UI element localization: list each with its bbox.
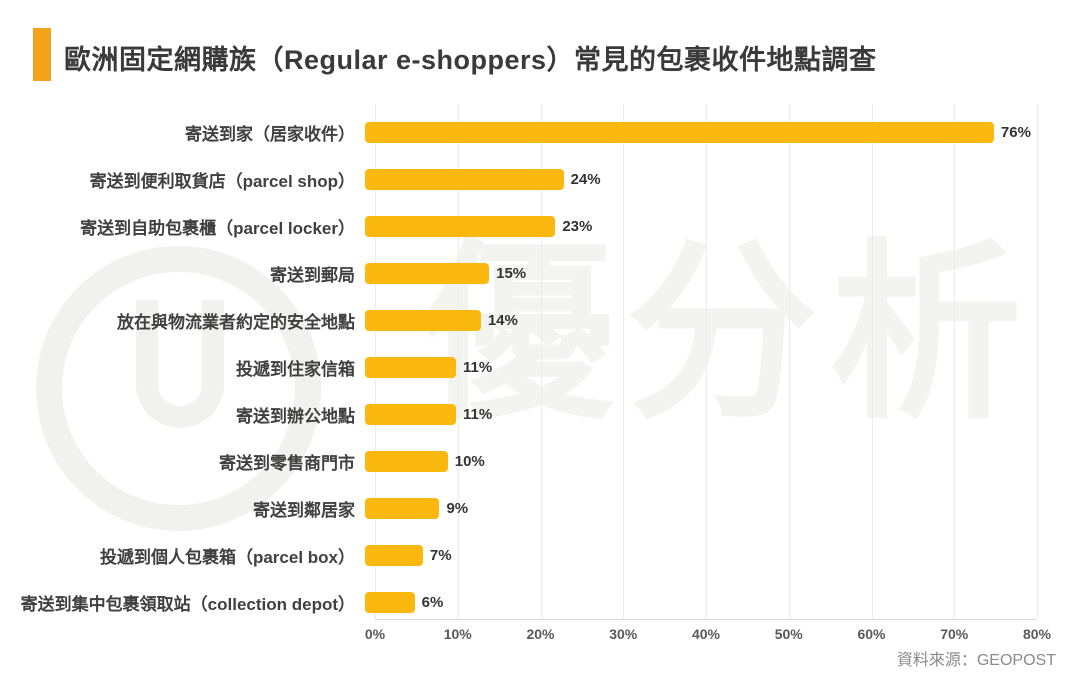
value-label: 9% [446, 500, 469, 517]
bar [365, 592, 415, 613]
category-label: 寄送到鄰居家 [253, 501, 355, 520]
value-label: 11% [463, 406, 493, 423]
bar-row: 寄送到郵局 15% [20, 250, 1070, 297]
category-label: 放在與物流業者約定的安全地點 [117, 313, 355, 332]
category-label: 寄送到郵局 [270, 266, 355, 285]
gridline [457, 104, 459, 619]
x-tick-label: 40% [691, 626, 721, 642]
value-label: 14% [487, 312, 518, 329]
value-label: 23% [562, 218, 593, 235]
bar [365, 169, 564, 190]
bar-row: 寄送到便利取貨店（parcel shop） 24% [20, 156, 1070, 203]
bar-track: 24% [365, 169, 1027, 190]
bar-row: 投遞到個人包裹箱（parcel box） 7% [20, 532, 1070, 579]
bar [365, 498, 440, 519]
value-label: 15% [496, 265, 527, 282]
gridline [706, 104, 707, 619]
bar-row: 寄送到鄰居家 9% [20, 485, 1070, 532]
value-label: 11% [463, 359, 493, 376]
value-label: 6% [421, 594, 444, 611]
value-label: 76% [1000, 124, 1031, 141]
bar-track: 11% [365, 357, 1027, 378]
gridline [1037, 104, 1038, 619]
bar-track: 15% [365, 263, 1027, 284]
bar-row: 放在與物流業者約定的安全地點 14% [20, 297, 1070, 344]
bar-track: 10% [365, 451, 1027, 472]
bar [365, 310, 481, 331]
watermark-text: 優分析 [422, 226, 1034, 441]
value-label: 24% [570, 171, 601, 188]
category-label: 寄送到集中包裹領取站（collection depot） [20, 595, 355, 614]
x-tick-label: 20% [526, 626, 555, 642]
watermark-u-glyph [136, 300, 224, 428]
bar [365, 357, 457, 378]
bar [365, 263, 490, 284]
bar-track: 11% [365, 404, 1027, 425]
category-label: 寄送到自助包裹櫃（parcel locker） [80, 219, 355, 238]
x-tick-label: 30% [609, 626, 638, 642]
bar [365, 451, 448, 472]
bar [365, 216, 556, 237]
x-tick-label: 0% [364, 626, 386, 642]
bar [365, 545, 423, 566]
bar-row: 寄送到辦公地點 11% [20, 391, 1070, 438]
value-label: 10% [454, 453, 485, 470]
category-label: 寄送到零售商門市 [219, 454, 355, 473]
page-title: 歐洲固定網購族（Regular e-shoppers）常見的包裹收件地點調查 [64, 45, 877, 75]
bar [365, 122, 994, 143]
gridline [871, 104, 873, 619]
gridline [954, 104, 956, 619]
bar-track: 7% [365, 545, 1027, 566]
x-tick-label: 10% [443, 626, 472, 642]
category-label: 寄送到辦公地點 [236, 407, 355, 426]
x-tick-label: 50% [774, 626, 803, 642]
bar-row: 寄送到集中包裹領取站（collection depot） 6% [20, 579, 1070, 626]
bar-track: 23% [365, 216, 1027, 237]
bar-row: 投遞到住家信箱 11% [20, 344, 1070, 391]
source-note: 資料來源：GEOPOST [896, 652, 1056, 669]
category-label: 寄送到家（居家收件） [185, 125, 355, 144]
bar-track: 76% [365, 122, 1031, 143]
x-axis-ticks: 0% 10% 20% 30% 40% 50% 60% 70% 80% [365, 626, 1051, 646]
bar-track: 14% [365, 310, 1027, 331]
gridline [788, 104, 790, 619]
category-label: 投遞到個人包裹箱（parcel box） [99, 548, 355, 567]
title-accent-bar [33, 28, 51, 81]
bar-row: 寄送到自助包裹櫃（parcel locker） 23% [20, 203, 1070, 250]
value-label: 7% [429, 547, 452, 564]
bar-rows: 寄送到家（居家收件） 76% 寄送到便利取貨店（parcel shop） 24%… [20, 109, 1070, 626]
bar-row: 寄送到家（居家收件） 76% [20, 109, 1070, 156]
bar [365, 404, 457, 425]
x-tick-label: 80% [1022, 626, 1052, 642]
gridline [540, 104, 542, 619]
gridline [623, 104, 625, 619]
category-label: 寄送到便利取貨店（parcel shop） [89, 172, 355, 191]
category-label: 投遞到住家信箱 [236, 360, 355, 379]
bar-track: 6% [365, 592, 1027, 613]
bar-track: 9% [365, 498, 1027, 519]
x-tick-label: 70% [940, 626, 969, 642]
bar-row: 寄送到零售商門市 10% [20, 438, 1070, 485]
x-tick-label: 60% [857, 626, 886, 642]
